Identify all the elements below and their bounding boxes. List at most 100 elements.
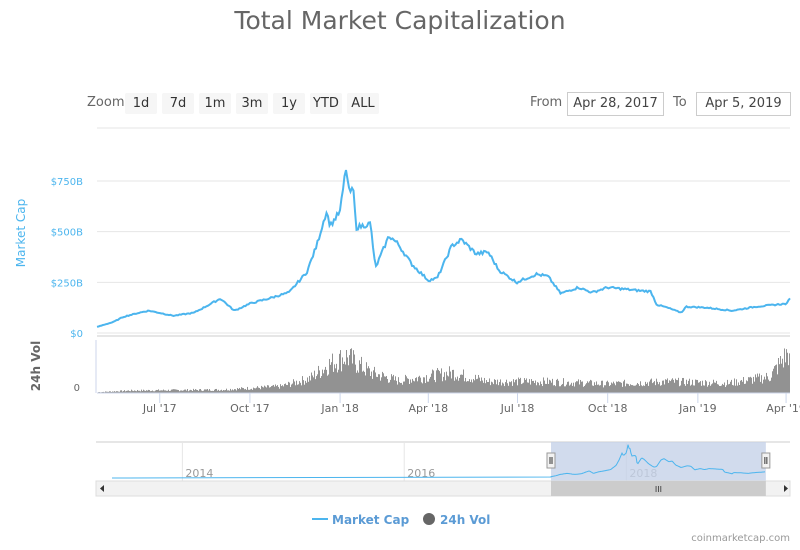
volume-bar [192, 390, 193, 393]
volume-bar [184, 389, 185, 393]
scrollbar-thumb[interactable] [551, 481, 766, 496]
volume-bar [741, 379, 742, 393]
volume-bar [272, 385, 273, 393]
legend-market-cap[interactable]: Market Cap [332, 513, 410, 527]
volume-bar [480, 381, 481, 393]
volume-bar [452, 369, 453, 393]
volume-bar [597, 384, 598, 393]
y-axis-title: Market Cap [14, 199, 28, 267]
volume-bar [159, 390, 160, 393]
zoom-3m-button[interactable]: 3m [236, 93, 268, 114]
volume-bar [398, 377, 399, 393]
volume-bar [245, 388, 246, 393]
volume-bar [385, 376, 386, 393]
volume-bar [429, 378, 430, 393]
volume-bar [236, 390, 237, 393]
volume-bar [432, 369, 433, 393]
volume-bar [585, 384, 586, 393]
scroll-left-arrow-icon[interactable] [100, 485, 104, 492]
volume-bar [533, 380, 534, 393]
volume-bar [658, 384, 659, 393]
volume-bar [742, 381, 743, 393]
volume-bar [678, 377, 679, 393]
volume-bar [190, 389, 191, 393]
volume-bar [158, 389, 159, 393]
volume-bar [140, 391, 141, 393]
volume-bar [653, 382, 654, 393]
volume-bar [430, 376, 431, 393]
volume-bar [404, 381, 405, 393]
volume-bar [362, 371, 363, 393]
volume-bar [659, 382, 660, 393]
navigator-handle[interactable] [761, 452, 771, 469]
volume-bar [728, 384, 729, 393]
volume-bar [577, 381, 578, 393]
zoom-all-button[interactable]: ALL [347, 93, 379, 114]
to-date-input[interactable]: Apr 5, 2019 [696, 92, 791, 116]
navigator-handle[interactable] [546, 452, 556, 469]
volume-bar [558, 380, 559, 393]
zoom-1d-button[interactable]: 1d [125, 93, 157, 114]
volume-bar [625, 386, 626, 393]
volume-bar [677, 380, 678, 393]
volume-bar [514, 382, 515, 393]
volume-bar [401, 382, 402, 393]
zoom-ytd-button[interactable]: YTD [310, 93, 342, 114]
volume-bar [313, 377, 314, 393]
volume-bar [219, 390, 220, 393]
volume-bar [458, 380, 459, 393]
volume-bar [244, 389, 245, 393]
volume-bar [651, 378, 652, 393]
volume-bar [132, 390, 133, 393]
volume-bar [703, 385, 704, 393]
volume-bar [648, 385, 649, 393]
volume-bar [532, 381, 533, 393]
chart-title: Total Market Capitalization [234, 6, 566, 35]
volume-bar [408, 378, 409, 393]
volume-bar [518, 377, 519, 393]
volume-bar [756, 377, 757, 393]
volume-bar [740, 380, 741, 393]
volume-bar [402, 384, 403, 393]
scroll-right-arrow-icon[interactable] [784, 485, 788, 492]
volume-bar [635, 385, 636, 393]
volume-bar [487, 382, 488, 393]
volume-bar [521, 384, 522, 393]
volume-bar [399, 382, 400, 393]
volume-bar [107, 391, 108, 393]
volume-bar [598, 384, 599, 393]
volume-bar [293, 379, 294, 393]
volume-bar [318, 365, 319, 393]
volume-bar [316, 376, 317, 393]
volume-bar [208, 390, 209, 393]
volume-bar [324, 369, 325, 393]
zoom-1m-button[interactable]: 1m [199, 93, 231, 114]
from-date-input[interactable]: Apr 28, 2017 [567, 92, 664, 116]
volume-bar [235, 389, 236, 393]
volume-bar [752, 383, 753, 393]
volume-bar [757, 373, 758, 393]
volume-bar [438, 369, 439, 393]
volume-bar [256, 387, 257, 393]
volume-bar [436, 370, 437, 393]
volume-bar [420, 377, 421, 393]
volume-bar [492, 382, 493, 393]
volume-bar [357, 370, 358, 393]
volume-bar [607, 380, 608, 393]
volume-bar [613, 381, 614, 393]
volume-bar [252, 389, 253, 393]
credit-link[interactable]: coinmarketcap.com [691, 533, 790, 544]
volume-bar [215, 388, 216, 393]
volume-bar [567, 381, 568, 393]
volume-bar [195, 389, 196, 393]
volume-bar [254, 388, 255, 393]
legend-volume[interactable]: 24h Vol [440, 513, 490, 527]
zoom-7d-button[interactable]: 7d [162, 93, 194, 114]
zoom-1y-button[interactable]: 1y [273, 93, 305, 114]
volume-bar [134, 390, 135, 393]
volume-bar [317, 374, 318, 393]
volume-bar [687, 384, 688, 393]
volume-bar [270, 387, 271, 393]
volume-bar [123, 391, 124, 393]
